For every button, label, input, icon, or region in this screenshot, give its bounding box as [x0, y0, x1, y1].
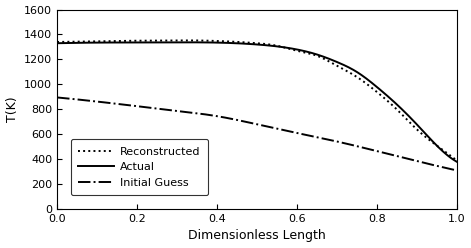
Reconstructed — [271, 44, 277, 47]
Actual — [247, 42, 253, 45]
Initial Guess — [292, 131, 298, 134]
Reconstructed — [454, 159, 459, 162]
Initial Guess — [246, 121, 252, 124]
Reconstructed — [54, 40, 60, 43]
Actual — [186, 41, 191, 44]
Actual — [293, 48, 299, 51]
Line: Reconstructed: Reconstructed — [57, 40, 456, 160]
Initial Guess — [444, 167, 450, 170]
Initial Guess — [454, 169, 459, 172]
Actual — [271, 45, 277, 48]
X-axis label: Dimensionless Length: Dimensionless Length — [188, 229, 326, 243]
Actual — [454, 160, 459, 163]
Legend: Reconstructed, Actual, Initial Guess: Reconstructed, Actual, Initial Guess — [71, 139, 208, 195]
Reconstructed — [382, 97, 388, 100]
Reconstructed — [186, 39, 191, 42]
Line: Actual: Actual — [57, 42, 456, 162]
Reconstructed — [247, 41, 253, 44]
Actual — [445, 154, 451, 157]
Initial Guess — [270, 126, 276, 129]
Line: Initial Guess: Initial Guess — [57, 97, 456, 170]
Initial Guess — [54, 96, 60, 99]
Actual — [54, 42, 60, 45]
Initial Guess — [244, 121, 250, 124]
Actual — [245, 42, 251, 45]
Reconstructed — [245, 41, 251, 44]
Initial Guess — [382, 152, 388, 155]
Reconstructed — [445, 152, 451, 155]
Reconstructed — [293, 49, 299, 52]
Y-axis label: T(K): T(K) — [6, 96, 18, 122]
Actual — [382, 93, 388, 96]
